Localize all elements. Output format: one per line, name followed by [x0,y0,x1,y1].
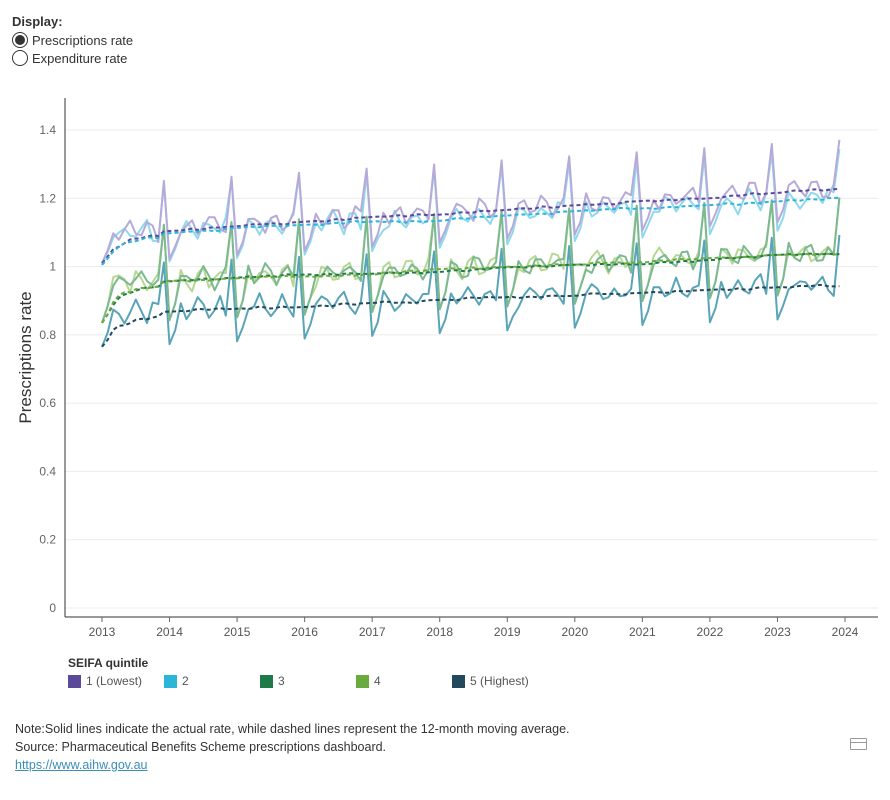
source-text: Source: Pharmaceutical Benefits Scheme p… [15,740,387,754]
display-title: Display: [12,14,63,29]
radio-expenditure-rate[interactable]: Expenditure rate [12,49,133,67]
legend-swatch [356,674,369,688]
x-tick-label-2024: 2024 [832,625,859,639]
moving-average-line-1-lowest- [101,187,840,264]
actual-line-5-highest- [101,234,841,348]
x-tick-label-2022: 2022 [697,625,724,639]
actual-line-3 [101,197,841,324]
prescriptions-rate-chart: 0 0.2 0.4 0.6 0.8 1 1.2 1.4 2013 2014 2015 2016 2017… [16,98,878,639]
x-tick-label-2019: 2019 [494,625,521,639]
legend-item-5-highest-[interactable]: 5 (Highest) [452,674,529,688]
legend-items: 1 (Lowest) 2 3 4 5 (Highest) [68,674,628,692]
radio-label-expenditure: Expenditure rate [32,50,128,66]
legend-title: SEIFA quintile [68,656,149,670]
radio-selected-icon[interactable] [12,32,28,48]
table-view-icon[interactable] [850,738,867,750]
legend-label: 5 (Highest) [470,674,529,688]
x-tick-label-2014: 2014 [156,625,183,639]
x-tick-label-2021: 2021 [629,625,656,639]
moving-average-line-5-highest- [101,283,840,348]
x-tick-label-2018: 2018 [426,625,453,639]
radio-label-prescriptions: Prescriptions rate [32,32,134,48]
y-tick-label-1: 1 [49,260,56,274]
y-tick-label-0: 0 [49,601,56,615]
x-tick-label-2020: 2020 [561,625,588,639]
legend-label: 3 [278,674,285,688]
y-axis-title: Prescriptions rate [16,291,35,423]
legend-swatch [164,674,177,688]
note-text: Note:Solid lines indicate the actual rat… [15,722,570,736]
actual-line-1-lowest- [101,139,841,264]
actual-line-2 [101,148,841,266]
y-tick-label-0.4: 0.4 [39,464,56,478]
radio-prescriptions-rate[interactable]: Prescriptions rate [12,31,133,49]
legend-label: 2 [182,674,189,688]
x-tick-label-2013: 2013 [89,625,116,639]
legend-swatch [260,674,273,688]
y-tick-label-0.6: 0.6 [39,396,56,410]
legend-item-1-lowest-[interactable]: 1 (Lowest) [68,674,142,688]
y-tick-label-1.4: 1.4 [39,123,56,137]
aihw-link[interactable]: https://www.aihw.gov.au [15,758,148,772]
legend-item-4[interactable]: 4 [356,674,381,688]
display-panel: Display: Prescriptions rate Expenditure … [12,14,133,67]
moving-average-line-4 [101,252,840,324]
x-tick-label-2016: 2016 [291,625,318,639]
legend-swatch [452,674,465,688]
legend-item-3[interactable]: 3 [260,674,285,688]
legend-item-2[interactable]: 2 [164,674,189,688]
radio-unselected-icon[interactable] [12,50,28,66]
y-tick-label-0.8: 0.8 [39,328,56,342]
moving-average-line-2 [101,196,840,266]
legend: SEIFA quintile 1 (Lowest) 2 3 4 5 (Highest) [68,656,628,692]
y-tick-label-1.2: 1.2 [39,191,56,205]
notes: Note:Solid lines indicate the actual rat… [15,720,570,774]
legend-swatch [68,674,81,688]
y-tick-label-0.2: 0.2 [39,533,56,547]
legend-label: 4 [374,674,381,688]
x-tick-label-2023: 2023 [764,625,791,639]
x-tick-label-2015: 2015 [224,625,251,639]
legend-label: 1 (Lowest) [86,674,143,688]
x-tick-label-2017: 2017 [359,625,386,639]
